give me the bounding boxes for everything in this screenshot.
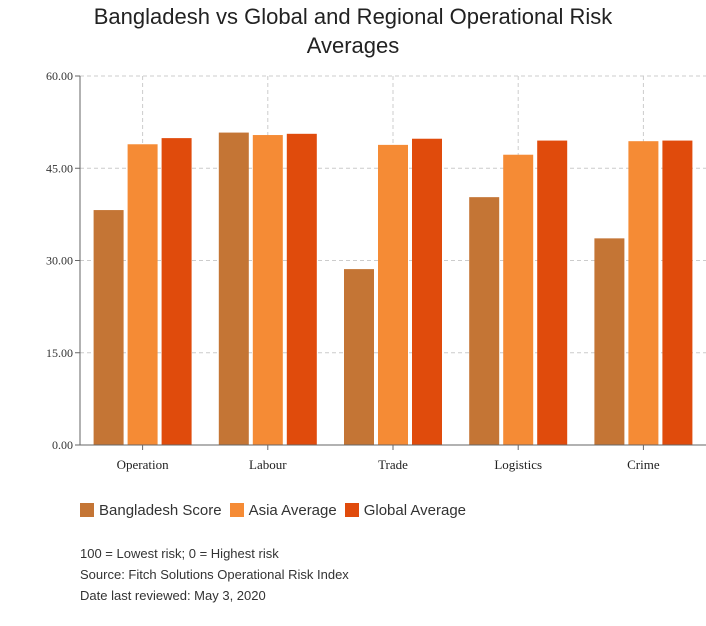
- bar-bangladesh-score-trade: [344, 269, 374, 445]
- x-tick-label: Operation: [117, 457, 169, 472]
- y-tick-label: 60.00: [46, 69, 73, 83]
- x-tick-label: Crime: [627, 457, 660, 472]
- bar-asia-average-crime: [628, 141, 659, 445]
- chart-title-line-1: Bangladesh vs Global and Regional Operat…: [93, 4, 613, 29]
- chart-title: Bangladesh vs Global and Regional Operat…: [0, 2, 706, 60]
- legend-item-asia-average[interactable]: Asia Average: [229, 501, 337, 519]
- x-tick-label: Labour: [249, 457, 287, 472]
- y-tick-label: 0.00: [52, 438, 73, 452]
- bar-bangladesh-score-operation: [93, 210, 124, 445]
- legend-swatch: [80, 503, 94, 517]
- bar-chart: 0.00 15.00 30.00 45.00 60.00 Operation Labour T…: [46, 69, 706, 472]
- bar-asia-average-operation: [127, 144, 158, 445]
- note-source: Source: Fitch Solutions Operational Risk…: [80, 567, 349, 582]
- y-tick-label: 30.00: [46, 254, 73, 268]
- note-risk-scale: 100 = Lowest risk; 0 = Highest risk: [80, 546, 279, 561]
- bar-asia-average-trade: [378, 144, 408, 445]
- bar-global-average-operation: [161, 138, 192, 446]
- bar-global-average-labour: [286, 133, 317, 445]
- bar-asia-average-labour: [252, 135, 283, 446]
- x-tick-label: Trade: [378, 457, 408, 472]
- bar-bangladesh-score-crime: [594, 238, 625, 445]
- chart-notes: 100 = Lowest risk; 0 = Highest risk Sour…: [80, 543, 349, 606]
- bar-bangladesh-score-logistics: [469, 197, 500, 445]
- bar-global-average-crime: [662, 140, 693, 445]
- legend-swatch: [229, 503, 244, 517]
- bars: [93, 132, 693, 446]
- legend-item-global-average[interactable]: Global Average: [344, 501, 467, 519]
- y-tick-label: 45.00: [46, 161, 73, 175]
- chart-title-line-2: Averages: [306, 33, 400, 58]
- legend-label: Global Average: [363, 501, 467, 519]
- axes: 0.00 15.00 30.00 45.00 60.00 Operation Labour T…: [46, 69, 706, 472]
- bar-global-average-trade: [412, 138, 442, 446]
- legend: Bangladesh Score Asia Average Global Avera…: [80, 500, 474, 520]
- x-tick-label: Logistics: [494, 457, 542, 472]
- y-tick-label: 15.00: [46, 346, 73, 360]
- bar-bangladesh-score-labour: [218, 132, 249, 445]
- note-date-reviewed: Date last reviewed: May 3, 2020: [80, 588, 266, 603]
- bar-global-average-logistics: [537, 140, 568, 445]
- legend-label: Bangladesh Score: [99, 501, 222, 519]
- legend-label: Asia Average: [248, 501, 337, 519]
- legend-swatch: [344, 503, 359, 517]
- legend-item-bangladesh-score[interactable]: Bangladesh Score: [80, 502, 222, 519]
- bar-asia-average-logistics: [503, 154, 534, 445]
